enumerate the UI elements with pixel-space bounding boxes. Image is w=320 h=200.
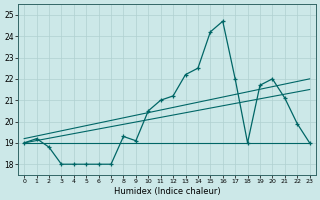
X-axis label: Humidex (Indice chaleur): Humidex (Indice chaleur) bbox=[114, 187, 220, 196]
